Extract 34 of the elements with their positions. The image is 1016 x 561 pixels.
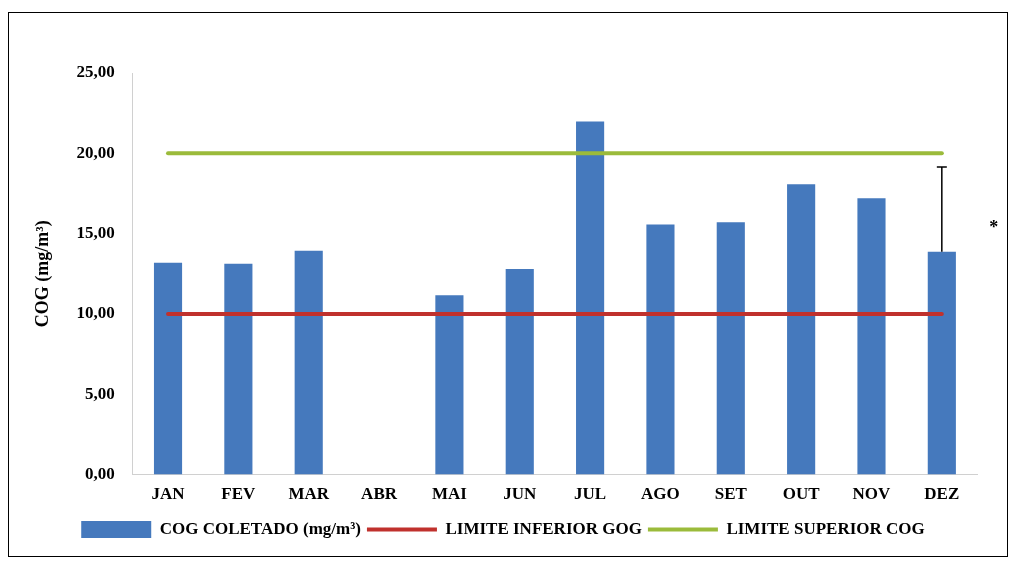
x-tick-label: SET bbox=[714, 484, 748, 504]
bar bbox=[646, 224, 675, 475]
bar bbox=[294, 250, 323, 475]
bar bbox=[435, 295, 464, 475]
bar bbox=[927, 251, 956, 475]
bar bbox=[224, 263, 253, 475]
bar bbox=[505, 268, 534, 475]
y-tick-label: 0,00 bbox=[85, 463, 115, 483]
legend-label: LIMITE SUPERIOR COG bbox=[726, 518, 925, 538]
y-tick-label: 25,00 bbox=[76, 62, 115, 82]
x-tick-label: AGO bbox=[641, 484, 680, 504]
x-tick-label: ABR bbox=[361, 484, 398, 504]
y-tick-label: 15,00 bbox=[76, 223, 115, 243]
x-tick-label: JUN bbox=[503, 484, 537, 504]
bar bbox=[153, 262, 183, 475]
x-tick-label: MAI bbox=[431, 484, 468, 504]
x-tick-label: JAN bbox=[151, 484, 186, 504]
legend-label: COG COLETADO (mg/m³) bbox=[159, 518, 361, 538]
x-tick-label: OUT bbox=[782, 484, 821, 504]
legend-label: LIMITE INFERIOR GOG bbox=[445, 518, 642, 538]
x-tick-label: DEZ bbox=[924, 484, 960, 504]
x-tick-label: MAR bbox=[288, 484, 330, 504]
y-tick-label: 10,00 bbox=[76, 303, 115, 323]
y-tick-label: 20,00 bbox=[76, 142, 115, 162]
annotation: * bbox=[989, 216, 999, 237]
y-axis-title: COG (mg/m³) bbox=[32, 220, 54, 328]
x-tick-label: NOV bbox=[852, 484, 892, 504]
x-tick-label: FEV bbox=[221, 484, 257, 504]
x-tick-label: JUL bbox=[574, 484, 607, 504]
bar bbox=[787, 184, 816, 475]
bar bbox=[576, 121, 605, 475]
bar bbox=[857, 198, 886, 475]
bar bbox=[716, 222, 745, 475]
y-tick-label: 5,00 bbox=[85, 383, 115, 403]
